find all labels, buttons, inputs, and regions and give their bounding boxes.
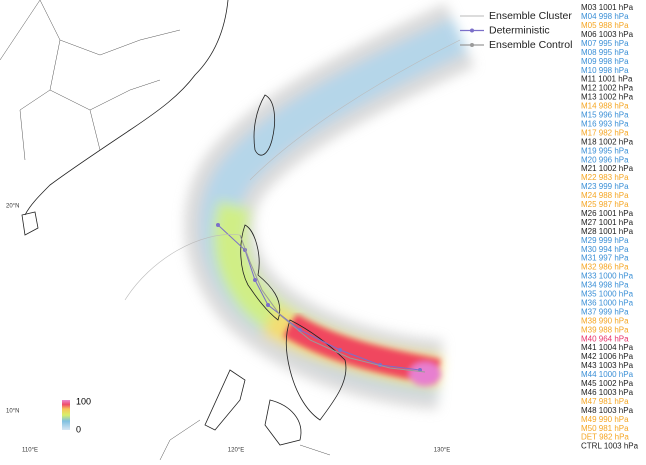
- legend-marker: [470, 28, 474, 33]
- tracks: [124, 39, 461, 373]
- colorbar-scale: [62, 400, 70, 430]
- legend-label: Deterministic: [489, 24, 550, 36]
- lon-label: 120°E: [228, 448, 244, 454]
- member-label: M41 1004 hPa: [581, 343, 634, 352]
- legend-marker: [470, 43, 474, 47]
- member-label: M23 999 hPa: [581, 182, 629, 191]
- member-label: M08 995 hPa: [581, 48, 629, 57]
- member-label: M26 1001 hPa: [581, 209, 634, 218]
- colorbar-max: 100: [76, 396, 91, 406]
- member-label: M05 988 hPa: [581, 21, 629, 30]
- member-label: M46 1003 hPa: [581, 388, 634, 397]
- lat-label: 20°N: [6, 204, 19, 210]
- member-label: M48 1003 hPa: [581, 406, 634, 415]
- member-label: M37 999 hPa: [581, 307, 629, 316]
- member-label: M12 1002 hPa: [581, 84, 634, 93]
- member-label: M32 986 hPa: [581, 263, 629, 272]
- graticule-labels: 20°N 10°N 110°E 120°E 130°E: [6, 204, 450, 454]
- lon-label: 130°E: [434, 448, 450, 454]
- member-label: DET 982 hPa: [581, 433, 629, 442]
- lat-label: 10°N: [6, 409, 19, 415]
- member-label: M33 1000 hPa: [581, 272, 634, 281]
- member-label: M49 990 hPa: [581, 415, 629, 424]
- member-label: M07 995 hPa: [581, 39, 629, 48]
- coastlines: [0, 0, 347, 461]
- member-label: M19 995 hPa: [581, 146, 629, 155]
- member-label: M40 964 hPa: [581, 334, 629, 343]
- member-label: CTRL 1003 hPa: [581, 442, 639, 451]
- member-label: M36 1000 hPa: [581, 298, 634, 307]
- colorbar: 100 0: [62, 396, 91, 434]
- member-label: M15 996 hPa: [581, 111, 629, 120]
- member-label: M31 997 hPa: [581, 254, 629, 263]
- member-label: M21 1002 hPa: [581, 164, 634, 173]
- member-label: M06 1003 hPa: [581, 30, 634, 39]
- colorbar-min: 0: [76, 424, 81, 434]
- legend-label: Ensemble Cluster: [489, 10, 572, 22]
- member-label: M29 999 hPa: [581, 236, 629, 245]
- member-label: M03 1001 hPa: [581, 3, 634, 12]
- member-label: M30 994 hPa: [581, 245, 629, 254]
- member-label: M20 996 hPa: [581, 155, 629, 164]
- member-label: M50 981 hPa: [581, 424, 629, 433]
- member-label: M42 1006 hPa: [581, 352, 634, 361]
- legend: Ensemble Cluster Deterministic Ensemble Co…: [460, 10, 572, 51]
- ensemble-density: [184, 3, 475, 410]
- member-label: M17 982 hPa: [581, 128, 629, 137]
- member-label: M25 987 hPa: [581, 200, 629, 209]
- member-label: M09 998 hPa: [581, 57, 629, 66]
- member-label: M13 1002 hPa: [581, 93, 634, 102]
- legend-label: Ensemble Control: [489, 39, 572, 51]
- member-label: M11 1001 hPa: [581, 75, 633, 84]
- member-label: M28 1001 hPa: [581, 227, 634, 236]
- member-label: M43 1003 hPa: [581, 361, 634, 370]
- member-label: M38 990 hPa: [581, 316, 629, 325]
- member-label: M22 983 hPa: [581, 173, 629, 182]
- member-label: M24 988 hPa: [581, 191, 629, 200]
- member-label: M27 1001 hPa: [581, 218, 634, 227]
- member-label: M44 1000 hPa: [581, 370, 634, 379]
- member-label: M35 1000 hPa: [581, 290, 634, 299]
- lon-label: 110°E: [22, 448, 38, 454]
- member-label: M16 993 hPa: [581, 119, 629, 128]
- member-label: M47 981 hPa: [581, 397, 629, 406]
- member-label: M10 998 hPa: [581, 66, 629, 75]
- member-label: M14 988 hPa: [581, 102, 629, 111]
- member-label: M39 988 hPa: [581, 325, 629, 334]
- member-label: M18 1002 hPa: [581, 137, 634, 146]
- member-label: M45 1002 hPa: [581, 379, 634, 388]
- member-label: M04 998 hPa: [581, 12, 629, 21]
- member-label: M34 998 hPa: [581, 281, 629, 290]
